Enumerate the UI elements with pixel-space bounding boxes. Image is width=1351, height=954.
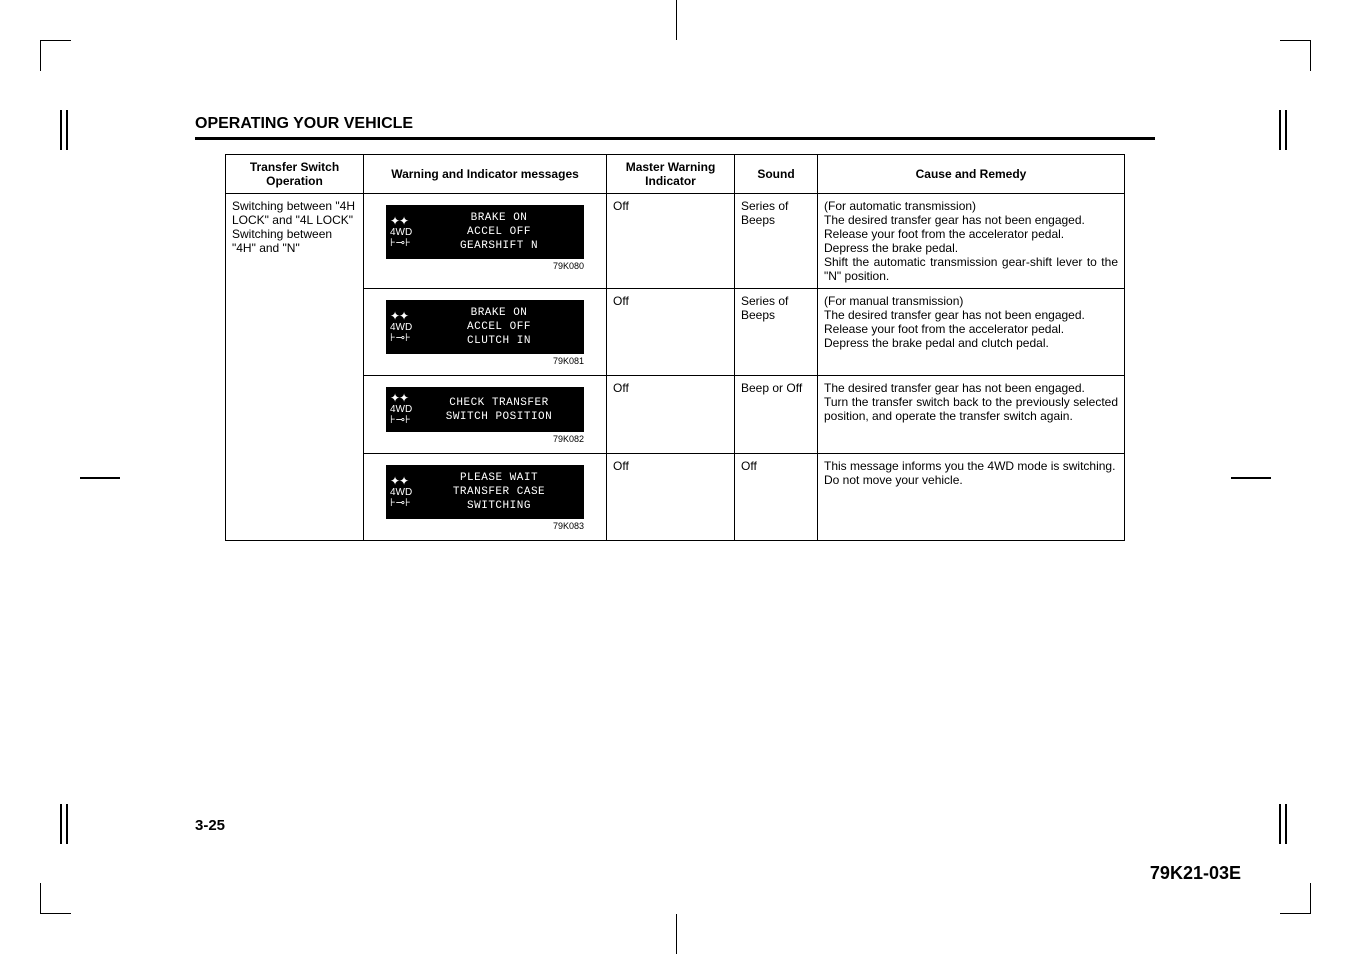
image-code: 79K080 xyxy=(370,261,584,271)
indicator-message-box: ✦✦ 4WD ⊦⊸⊦ BRAKE ON ACCEL OFF CLUTCH IN xyxy=(386,300,584,354)
indicator-message-box: ✦✦ 4WD ⊦⊸⊦ PLEASE WAIT TRANSFER CASE SWI… xyxy=(386,465,584,519)
image-code: 79K081 xyxy=(370,356,584,366)
cell-cause: The desired transfer gear has not been e… xyxy=(818,376,1125,454)
cell-operation: Switching between "4H LOCK" and "4L LOCK… xyxy=(226,194,364,541)
indicator-message-box: ✦✦ 4WD ⊦⊸⊦ CHECK TRANSFER SWITCH POSITIO… xyxy=(386,387,584,432)
4wd-icon: ✦✦ 4WD ⊦⊸⊦ xyxy=(390,476,418,509)
table-row: Switching between "4H LOCK" and "4L LOCK… xyxy=(226,194,1125,289)
indicator-message-box: ✦✦ 4WD ⊦⊸⊦ BRAKE ON ACCEL OFF GEARSHIFT … xyxy=(386,205,584,259)
cell-cause: (For automatic transmission) The desired… xyxy=(818,194,1125,289)
image-code: 79K082 xyxy=(370,434,584,444)
registration-mark xyxy=(60,110,72,150)
transfer-switch-table: Transfer Switch Operation Warning and In… xyxy=(225,154,1125,541)
document-code: 79K21-03E xyxy=(1150,863,1241,884)
cell-sound: Series of Beeps xyxy=(735,289,818,376)
page-content: OPERATING YOUR VEHICLE Transfer Switch O… xyxy=(195,115,1155,541)
4wd-icon: ✦✦ 4WD ⊦⊸⊦ xyxy=(390,393,418,426)
cell-sound: Beep or Off xyxy=(735,376,818,454)
cell-cause: This message informs you the 4WD mode is… xyxy=(818,454,1125,541)
th-warning: Warning and Indicator messages xyxy=(364,155,607,194)
crop-mark xyxy=(40,40,71,71)
crop-mark xyxy=(1280,40,1311,71)
cell-mwi: Off xyxy=(607,376,735,454)
cell-warning: ✦✦ 4WD ⊦⊸⊦ BRAKE ON ACCEL OFF CLUTCH IN … xyxy=(364,289,607,376)
th-sound: Sound xyxy=(735,155,818,194)
cell-warning: ✦✦ 4WD ⊦⊸⊦ CHECK TRANSFER SWITCH POSITIO… xyxy=(364,376,607,454)
cell-mwi: Off xyxy=(607,289,735,376)
section-heading: OPERATING YOUR VEHICLE xyxy=(195,115,1155,137)
indicator-message-text: CHECK TRANSFER SWITCH POSITION xyxy=(418,396,580,424)
cell-mwi: Off xyxy=(607,454,735,541)
registration-mark xyxy=(80,477,120,479)
4wd-icon: ✦✦ 4WD ⊦⊸⊦ xyxy=(390,311,418,344)
heading-rule xyxy=(195,137,1155,140)
registration-mark xyxy=(1279,110,1291,150)
registration-mark xyxy=(60,804,72,844)
crop-tick xyxy=(676,914,677,954)
registration-mark xyxy=(1231,477,1271,479)
4wd-icon: ✦✦ 4WD ⊦⊸⊦ xyxy=(390,216,418,249)
th-operation: Transfer Switch Operation xyxy=(226,155,364,194)
cell-warning: ✦✦ 4WD ⊦⊸⊦ BRAKE ON ACCEL OFF GEARSHIFT … xyxy=(364,194,607,289)
crop-mark xyxy=(1280,883,1311,914)
cell-sound: Off xyxy=(735,454,818,541)
cell-mwi: Off xyxy=(607,194,735,289)
indicator-message-text: BRAKE ON ACCEL OFF CLUTCH IN xyxy=(418,306,580,348)
th-cause: Cause and Remedy xyxy=(818,155,1125,194)
page-number: 3-25 xyxy=(195,817,225,834)
cell-sound: Series of Beeps xyxy=(735,194,818,289)
crop-tick xyxy=(676,0,677,40)
th-mwi: Master Warning Indicator xyxy=(607,155,735,194)
cell-cause: (For manual transmission) The desired tr… xyxy=(818,289,1125,376)
indicator-message-text: BRAKE ON ACCEL OFF GEARSHIFT N xyxy=(418,211,580,253)
crop-mark xyxy=(40,883,71,914)
indicator-message-text: PLEASE WAIT TRANSFER CASE SWITCHING xyxy=(418,471,580,513)
cell-warning: ✦✦ 4WD ⊦⊸⊦ PLEASE WAIT TRANSFER CASE SWI… xyxy=(364,454,607,541)
image-code: 79K083 xyxy=(370,521,584,531)
registration-mark xyxy=(1279,804,1291,844)
